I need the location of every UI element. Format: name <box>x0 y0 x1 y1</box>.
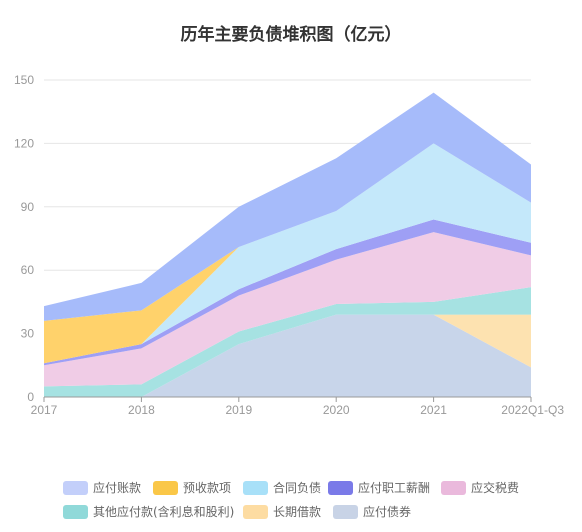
legend-label: 应交税费 <box>471 480 519 495</box>
x-tick-label: 2019 <box>225 403 252 417</box>
area-series-band[interactable] <box>44 287 531 397</box>
legend-swatch <box>243 505 268 519</box>
legend-item[interactable]: 合同负债 <box>243 480 321 495</box>
area-series-band[interactable] <box>44 143 531 364</box>
x-tick-label: 2020 <box>323 403 350 417</box>
area-series-band[interactable] <box>44 219 531 366</box>
legend-item[interactable]: 应付债券 <box>333 504 411 519</box>
legend-item[interactable]: 应交税费 <box>441 480 519 495</box>
chart-title: 历年主要负债堆积图（亿元） <box>181 24 402 45</box>
x-tick-label: 2021 <box>420 403 447 417</box>
legend-swatch <box>63 505 88 519</box>
y-tick-label: 150 <box>14 73 34 87</box>
legend-item[interactable]: 其他应付款(含利息和股利) <box>63 504 234 519</box>
legend-swatch <box>243 481 268 495</box>
legend-label: 应付账款 <box>93 480 141 495</box>
y-tick-label: 0 <box>27 390 34 404</box>
legend-label: 长期借款 <box>273 505 321 519</box>
y-tick-label: 120 <box>14 136 34 150</box>
legend-item[interactable]: 长期借款 <box>243 505 321 519</box>
legend-swatch <box>333 505 358 519</box>
legend-item[interactable]: 应付职工薪酬 <box>328 480 430 495</box>
legend-label: 预收款项 <box>183 481 231 495</box>
legend-label: 应付债券 <box>363 504 411 519</box>
legend-label: 其他应付款(含利息和股利) <box>93 504 234 519</box>
legend-swatch <box>328 481 353 495</box>
area-series-band[interactable] <box>44 232 531 387</box>
y-tick-label: 30 <box>21 327 35 341</box>
area-series <box>44 92 531 397</box>
area-series-band[interactable] <box>44 314 531 397</box>
legend-item[interactable]: 预收款项 <box>153 481 231 495</box>
area-series-band[interactable] <box>44 314 531 397</box>
x-tick-label: 2017 <box>31 403 58 417</box>
legend-label: 应付职工薪酬 <box>358 480 430 495</box>
axes: 2017 2018 2019 2020 2021 2022Q1-Q3 <box>31 396 564 417</box>
legend-swatch <box>63 481 88 495</box>
legend-swatch <box>441 481 466 495</box>
legend-swatch <box>153 481 178 495</box>
legend-label: 合同负债 <box>273 480 321 495</box>
area-series-band[interactable] <box>44 143 531 364</box>
x-tick-label: 2022Q1-Q3 <box>501 403 564 417</box>
x-tick-label: 2018 <box>128 403 155 417</box>
area-series-band[interactable] <box>44 92 531 321</box>
y-tick-label: 60 <box>21 263 35 277</box>
legend-item[interactable]: 应付账款 <box>63 480 141 495</box>
y-tick-label: 90 <box>21 200 35 214</box>
